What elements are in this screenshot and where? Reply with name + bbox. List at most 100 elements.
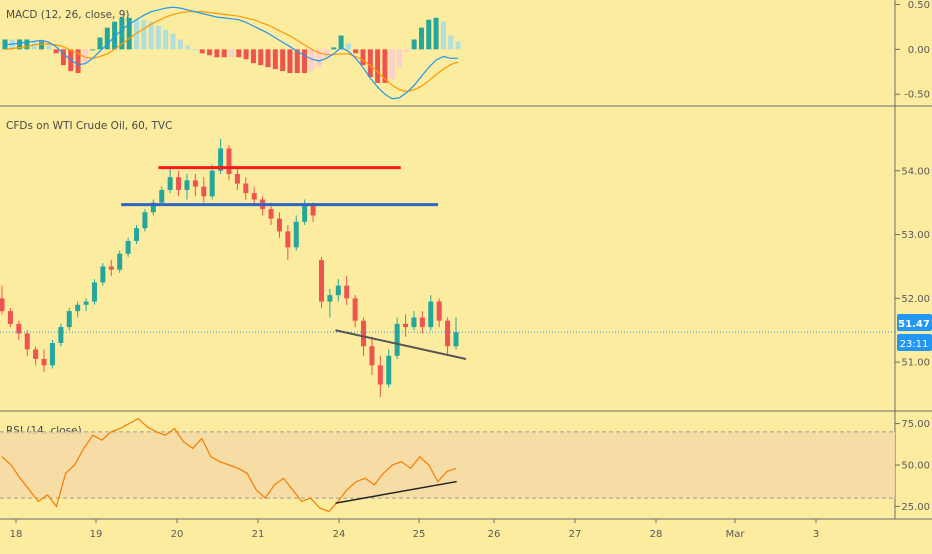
macd-histogram-bar	[207, 49, 213, 56]
candle-body	[83, 301, 89, 305]
macd-histogram-bar	[302, 49, 308, 74]
macd-histogram-bar	[418, 27, 424, 50]
macd-histogram-bar	[426, 19, 432, 50]
price-tick-label: 52.00	[901, 294, 930, 305]
macd-histogram-bar	[221, 49, 227, 58]
macd-histogram-bar	[46, 45, 52, 50]
macd-histogram-bar	[316, 49, 322, 68]
candle-body	[75, 304, 81, 312]
candle-body	[16, 323, 22, 334]
candle-body	[318, 260, 324, 302]
time-tick-label: 28	[650, 529, 663, 540]
macd-histogram-bar	[112, 21, 118, 50]
rsi-divergence-line	[335, 480, 457, 504]
candle-body	[176, 177, 182, 190]
macd-histogram-bar	[367, 49, 373, 77]
macd-histogram-bar	[265, 49, 271, 68]
macd-signal-line	[4, 11, 459, 93]
candle-body	[445, 320, 451, 347]
price-tick-label: 51.00	[901, 358, 930, 369]
rsi-tick-label: 50.00	[901, 461, 930, 472]
candle-body	[419, 317, 425, 328]
time-tick-label: 25	[413, 529, 426, 540]
macd-histogram-bar	[375, 49, 381, 83]
candle-body	[436, 301, 442, 321]
macd-histogram-bar	[82, 49, 88, 64]
macd-histogram-bar	[280, 49, 286, 72]
candle-body	[293, 221, 299, 248]
macd-histogram-bar	[177, 39, 183, 50]
candle-body	[243, 183, 249, 194]
rsi-tick-label: 25.00	[901, 502, 930, 513]
time-tick-label: 24	[333, 529, 346, 540]
macd-histogram-bar	[382, 49, 388, 83]
time-tick-label: 26	[488, 529, 501, 540]
candle-body	[335, 285, 341, 296]
rsi-tick-label: 75.00	[901, 419, 930, 430]
macd-histogram-bar	[250, 49, 256, 64]
last-price-tag	[897, 314, 932, 331]
candle-body	[251, 193, 257, 200]
candle-body	[108, 266, 114, 270]
trendline-line	[335, 329, 467, 360]
macd-histogram-bar	[148, 21, 154, 50]
macd-histogram-bar	[404, 49, 410, 52]
candle-body	[0, 298, 5, 312]
macd-histogram-bar	[389, 49, 395, 79]
candle-body	[453, 332, 459, 347]
macd-histogram-bar	[199, 49, 205, 54]
macd-histogram-bar	[294, 49, 300, 74]
candle-body	[218, 148, 224, 171]
macd-histogram-bar	[360, 49, 366, 66]
macd-histogram-bar	[214, 49, 220, 58]
candle-body	[150, 202, 156, 213]
macd-histogram-bar	[331, 47, 337, 50]
candle-body	[428, 301, 434, 328]
candle-body	[159, 189, 165, 203]
macd-histogram-bar	[134, 19, 140, 50]
countdown-tag	[897, 334, 932, 351]
macd-histogram-bar	[155, 25, 161, 50]
time-tick-label: 21	[252, 529, 265, 540]
candle-body	[100, 266, 106, 283]
macd-histogram-bar	[440, 21, 446, 50]
rsi-band	[0, 431, 895, 499]
macd-histogram-bar	[163, 29, 169, 50]
candle-body	[285, 231, 291, 248]
macd-histogram-bar	[236, 49, 242, 58]
candle-body	[234, 173, 240, 184]
candle-body	[352, 298, 358, 321]
candle-body	[361, 320, 367, 347]
last-price-label: 51.47	[898, 319, 930, 330]
candle-body	[209, 170, 215, 197]
macd-histogram-bar	[90, 49, 96, 51]
macd-histogram-bar	[119, 17, 125, 50]
time-tick-label: Mar	[726, 529, 746, 540]
candle-body	[66, 311, 72, 328]
candle-body	[403, 323, 409, 328]
candle-body	[327, 295, 333, 302]
candle-body	[125, 240, 131, 254]
candle-body	[192, 180, 198, 187]
macd-tick-label: -0.50	[904, 90, 930, 101]
candle-body	[184, 180, 190, 190]
macd-histogram-bar	[229, 49, 234, 58]
macd-tick-label: 0.00	[908, 45, 930, 56]
macd-histogram-bar	[243, 49, 249, 60]
macd-histogram-bar	[126, 17, 132, 50]
candle-body	[33, 349, 39, 359]
macd-histogram-bar	[17, 39, 23, 50]
candle-body	[134, 228, 140, 241]
time-tick-label: 27	[569, 529, 582, 540]
macd-histogram-bar	[455, 41, 461, 50]
macd-histogram-bar	[60, 49, 66, 66]
candle-body	[167, 177, 173, 190]
macd-histogram-bar	[338, 35, 344, 50]
macd-line	[4, 6, 458, 100]
candle-body	[117, 253, 123, 270]
macd-histogram-bar	[39, 41, 45, 50]
macd-histogram-bar	[53, 49, 59, 54]
macd-title: MACD (12, 26, close, 9)	[6, 9, 129, 21]
